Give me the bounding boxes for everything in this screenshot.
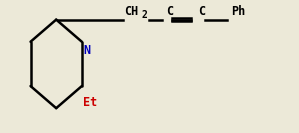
Text: Et: Et xyxy=(83,96,97,109)
Text: N: N xyxy=(83,44,91,57)
Text: Ph: Ph xyxy=(231,5,245,18)
Text: CH: CH xyxy=(124,5,138,18)
Text: 2: 2 xyxy=(141,10,147,20)
Text: C: C xyxy=(166,5,173,18)
Text: C: C xyxy=(198,5,205,18)
